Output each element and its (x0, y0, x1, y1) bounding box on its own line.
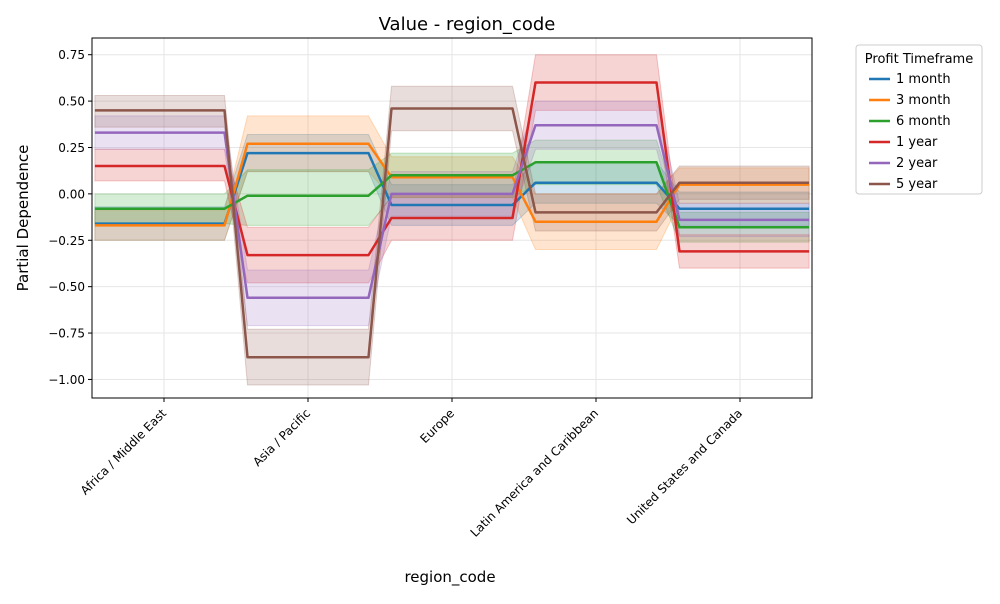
legend-item: 2 year (869, 156, 938, 171)
confidence-band (94, 100, 810, 327)
legend-frame (855, 44, 983, 195)
legend-item: 5 year (869, 177, 938, 192)
legend-items: 1 month 3 month 6 month 1 year 2 year 5 year (869, 72, 951, 192)
legend-label: 2 year (896, 156, 938, 171)
y-tick-label: 0.00 (58, 187, 85, 201)
legend-item: 1 year (869, 135, 938, 150)
confidence-band (94, 139, 810, 243)
legend-label: 1 month (896, 72, 951, 87)
x-tick-label: United States and Canada (624, 406, 745, 527)
x-tick-label: Asia / Pacific (250, 406, 313, 469)
y-tick-label: −0.75 (48, 327, 85, 341)
x-axis-ticks: Africa / Middle East Asia / Pacific Europe… (78, 398, 745, 540)
legend-item: 1 month (869, 72, 951, 87)
series-line (94, 142, 810, 227)
legend-label: 5 year (896, 177, 938, 192)
grid-layer (92, 38, 812, 398)
series-lines (94, 81, 810, 359)
series-line (94, 161, 810, 229)
y-axis-ticks: 0.75 0.50 0.25 0.00 −0.25 −0.50 −0.75 −1.00 (48, 48, 92, 387)
y-tick-label: 0.25 (58, 141, 85, 155)
x-tick-label: Europe (417, 406, 457, 446)
x-axis-label: region_code (404, 568, 495, 587)
y-tick-label: 0.50 (58, 95, 85, 109)
legend-label: 6 month (896, 114, 951, 129)
y-tick-label: 0.75 (58, 48, 85, 62)
chart-title: Value - region_code (379, 14, 556, 35)
y-axis-label: Partial Dependence (14, 145, 32, 292)
legend-title: Profit Timeframe (865, 52, 973, 67)
y-tick-label: −1.00 (48, 373, 85, 387)
x-tick-label: Africa / Middle East (78, 406, 170, 498)
legend-label: 3 month (896, 93, 951, 108)
x-tick-label: Latin America and Caribbean (468, 406, 601, 539)
series-line (94, 123, 810, 300)
confidence-band (94, 134, 810, 241)
y-tick-label: −0.25 (48, 234, 85, 248)
legend-item: 6 month (869, 114, 951, 129)
confidence-bands (94, 54, 810, 386)
legend-label: 1 year (896, 135, 938, 150)
series-line (94, 107, 810, 359)
y-tick-label: −0.50 (48, 280, 85, 294)
legend-item: 3 month (869, 93, 951, 108)
confidence-band (94, 115, 810, 250)
